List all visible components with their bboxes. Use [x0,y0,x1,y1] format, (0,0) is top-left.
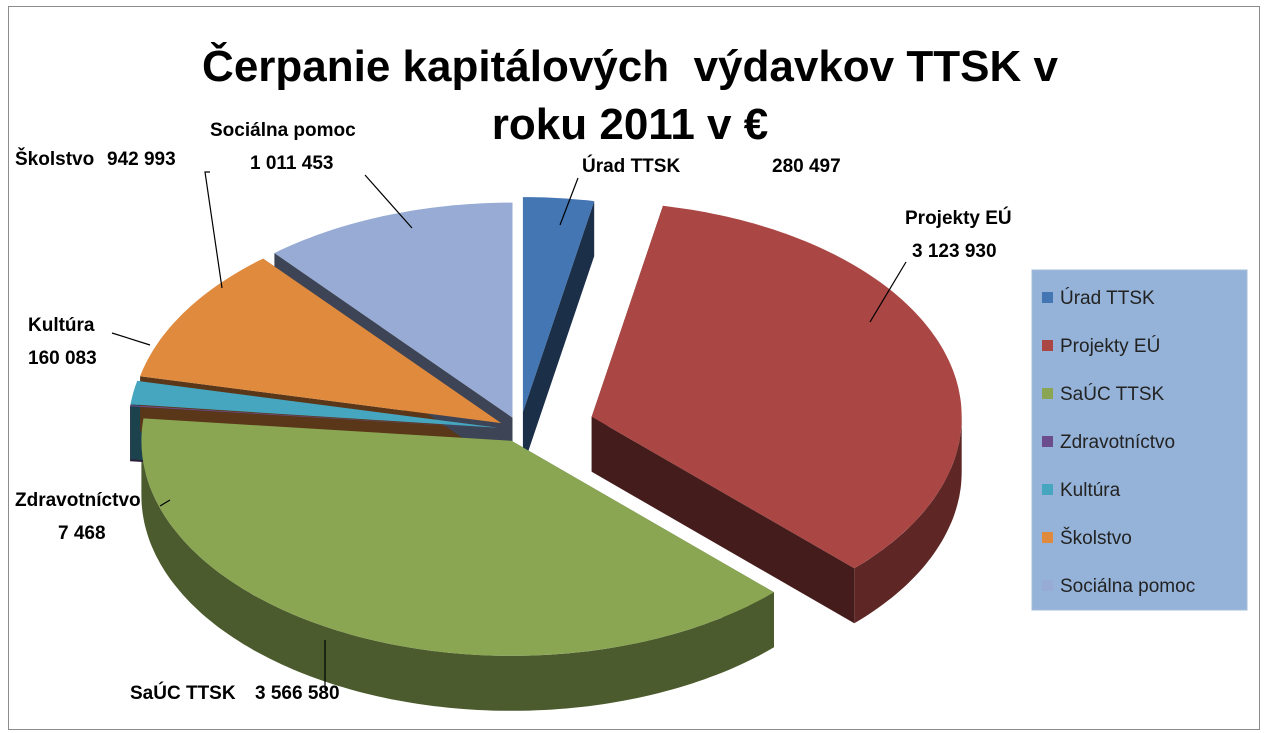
data-label: 3 566 580 [255,683,340,704]
legend-swatch [1042,388,1053,399]
legend-swatch [1042,340,1053,351]
legend-label: Kultúra [1060,480,1121,501]
data-label: 942 993 [107,149,176,170]
legend-label: Úrad TTSK [1060,287,1155,309]
slice [130,380,499,428]
slice-wall [522,201,595,468]
leader-line [111,332,151,346]
legend-label: SaÚC TTSK [1060,383,1165,405]
slice [141,418,774,656]
slice [522,197,595,413]
leader-line [364,174,413,229]
legend-label: Projekty EÚ [1060,335,1160,357]
leader-line [204,171,223,289]
data-label: 1 011 453 [250,153,333,174]
legend-swatch [1042,532,1053,543]
legend-label: Školstvo [1060,527,1132,549]
legend-swatch [1042,484,1053,495]
data-label-name: Úrad TTSK [582,155,680,177]
data-label: 7 468 [58,523,106,544]
slice [274,202,513,418]
leader-line [869,261,907,323]
leader-line [159,499,171,507]
slice-side [854,416,962,624]
data-label-name: Zdravotníctvo [15,490,141,511]
data-label: 160 083 [28,348,97,369]
data-label: 3 123 930 [912,241,997,262]
slice [591,205,962,569]
data-label-name: SaÚC TTSK [130,682,236,704]
slice-side [141,440,774,711]
leader-line [559,177,579,226]
slice-wall [591,416,855,624]
chart-title: Čerpanie kapitálových výdavkov TTSK v ro… [202,42,1071,149]
data-label-name: Sociálna pomoc [210,120,356,141]
chart-frame [8,6,1260,730]
legend-label: Sociálna pomoc [1060,576,1195,597]
legend-swatch [1042,436,1053,447]
legend-swatch [1042,292,1053,303]
data-label-name: Projekty EÚ [905,207,1012,229]
legend-label: Zdravotníctvo [1060,432,1175,453]
data-label: 280 497 [772,156,841,177]
data-label-name: Školstvo [15,148,94,170]
slice [140,258,502,424]
legend-swatch [1042,580,1053,591]
legend-box [1031,269,1248,611]
data-label-name: Kultúra [28,315,95,336]
slice [130,405,499,429]
